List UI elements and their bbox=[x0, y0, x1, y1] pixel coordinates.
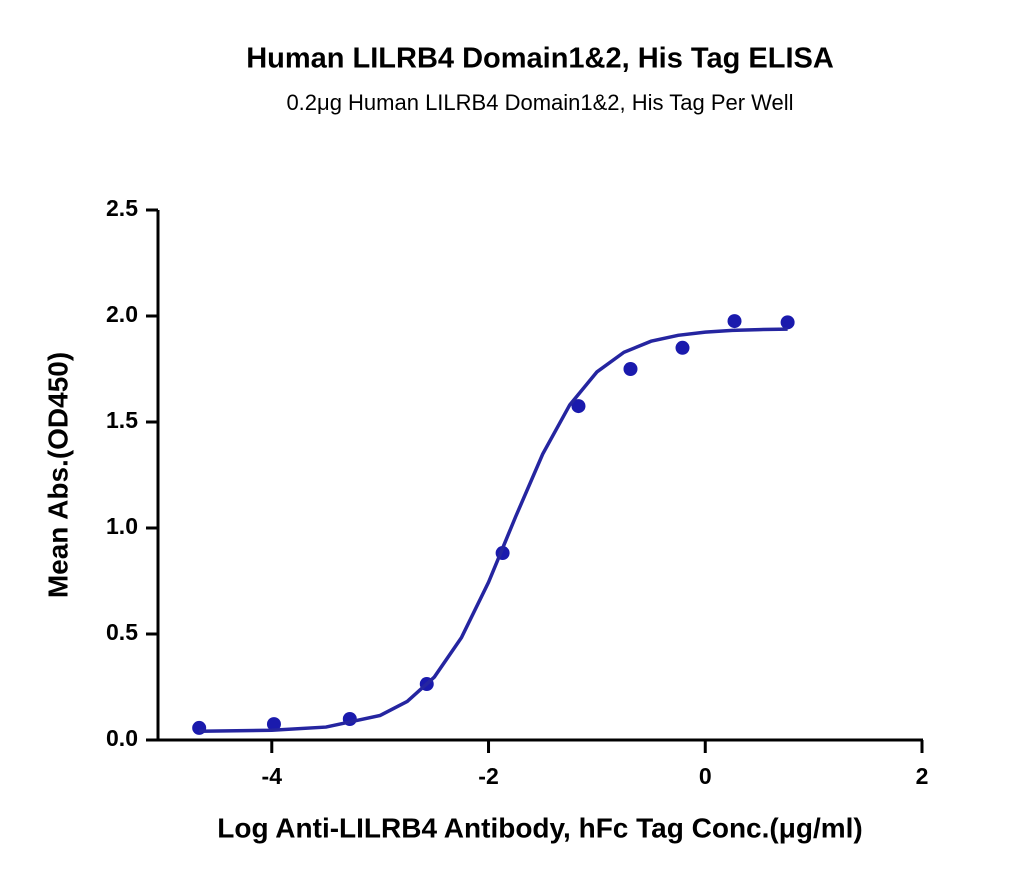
x-tick-label: 2 bbox=[916, 763, 929, 789]
y-tick-label: 0.0 bbox=[106, 725, 138, 751]
data-point bbox=[623, 362, 638, 376]
data-point bbox=[571, 399, 586, 414]
data-point bbox=[727, 314, 742, 329]
x-tick-label: -4 bbox=[262, 763, 283, 789]
data-point bbox=[780, 315, 795, 330]
x-axis-label: Log Anti-LILRB4 Antibody, hFc Tag Conc.(… bbox=[217, 812, 863, 843]
y-tick-label: 2.0 bbox=[106, 301, 138, 327]
y-axis-label: Mean Abs.(OD450) bbox=[42, 352, 73, 598]
fit-curve bbox=[199, 327, 788, 734]
y-tick-label: 0.5 bbox=[106, 619, 138, 645]
y-tick-label: 2.5 bbox=[106, 195, 138, 221]
data-point bbox=[266, 717, 281, 732]
chart-subtitle: 0.2μg Human LILRB4 Domain1&2, His Tag Pe… bbox=[286, 90, 793, 115]
data-point bbox=[675, 340, 690, 355]
chart-title: Human LILRB4 Domain1&2, His Tag ELISA bbox=[246, 43, 834, 75]
x-tick-label: 0 bbox=[699, 763, 712, 789]
y-tick-label: 1.0 bbox=[106, 513, 138, 539]
x-tick-label: -2 bbox=[478, 763, 498, 789]
y-tick-label: 1.5 bbox=[106, 407, 138, 433]
